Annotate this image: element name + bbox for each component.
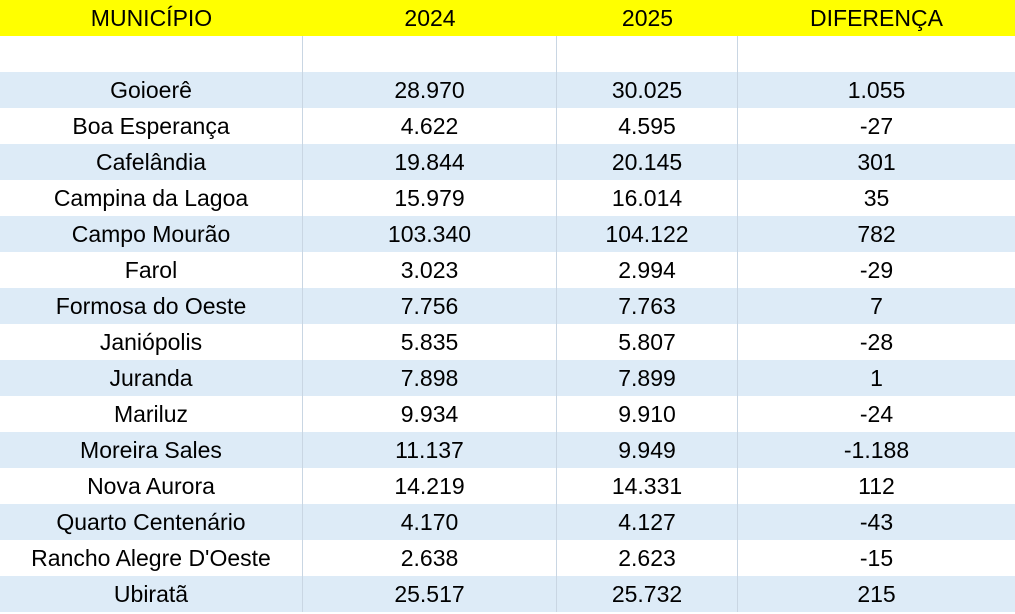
municipio-cell: Cafelândia <box>0 144 303 180</box>
value-2024-cell: 15.979 <box>303 180 557 216</box>
value-2024-cell: 103.340 <box>303 216 557 252</box>
value-2025-cell: 7.763 <box>557 288 738 324</box>
difference-cell: 1 <box>738 360 1015 396</box>
header-diferenca: DIFERENÇA <box>738 0 1015 36</box>
value-2025-cell: 2.623 <box>557 540 738 576</box>
difference-cell: -27 <box>738 108 1015 144</box>
difference-cell: 35 <box>738 180 1015 216</box>
blank-cell <box>0 36 303 72</box>
municipio-cell: Ubiratã <box>0 576 303 612</box>
value-2024-cell: 5.835 <box>303 324 557 360</box>
municipio-cell: Formosa do Oeste <box>0 288 303 324</box>
value-2024-cell: 4.622 <box>303 108 557 144</box>
municipio-cell: Quarto Centenário <box>0 504 303 540</box>
municipio-cell: Juranda <box>0 360 303 396</box>
value-2025-cell: 14.331 <box>557 468 738 504</box>
blank-cell <box>557 36 738 72</box>
value-2025-cell: 9.910 <box>557 396 738 432</box>
municipio-cell: Moreira Sales <box>0 432 303 468</box>
header-2025: 2025 <box>557 0 738 36</box>
value-2024-cell: 2.638 <box>303 540 557 576</box>
municipio-cell: Janiópolis <box>0 324 303 360</box>
value-2025-cell: 5.807 <box>557 324 738 360</box>
value-2024-cell: 3.023 <box>303 252 557 288</box>
municipio-cell: Campina da Lagoa <box>0 180 303 216</box>
value-2025-cell: 25.732 <box>557 576 738 612</box>
municipio-cell: Goioerê <box>0 72 303 108</box>
header-municipio: MUNICÍPIO <box>0 0 303 36</box>
difference-cell: -1.188 <box>738 432 1015 468</box>
difference-cell: -43 <box>738 504 1015 540</box>
value-2025-cell: 4.595 <box>557 108 738 144</box>
municipio-cell: Campo Mourão <box>0 216 303 252</box>
value-2025-cell: 2.994 <box>557 252 738 288</box>
header-2024: 2024 <box>303 0 557 36</box>
municipio-cell: Nova Aurora <box>0 468 303 504</box>
difference-cell: -28 <box>738 324 1015 360</box>
difference-cell: 782 <box>738 216 1015 252</box>
value-2024-cell: 4.170 <box>303 504 557 540</box>
difference-cell: 215 <box>738 576 1015 612</box>
value-2024-cell: 28.970 <box>303 72 557 108</box>
difference-cell: 1.055 <box>738 72 1015 108</box>
difference-cell: -24 <box>738 396 1015 432</box>
blank-cell <box>738 36 1015 72</box>
difference-cell: 301 <box>738 144 1015 180</box>
value-2025-cell: 4.127 <box>557 504 738 540</box>
municipio-cell: Farol <box>0 252 303 288</box>
value-2024-cell: 7.898 <box>303 360 557 396</box>
value-2025-cell: 7.899 <box>557 360 738 396</box>
value-2025-cell: 9.949 <box>557 432 738 468</box>
value-2024-cell: 25.517 <box>303 576 557 612</box>
municipio-cell: Boa Esperança <box>0 108 303 144</box>
municipio-cell: Rancho Alegre D'Oeste <box>0 540 303 576</box>
blank-cell <box>303 36 557 72</box>
value-2024-cell: 19.844 <box>303 144 557 180</box>
value-2024-cell: 14.219 <box>303 468 557 504</box>
value-2024-cell: 11.137 <box>303 432 557 468</box>
value-2024-cell: 7.756 <box>303 288 557 324</box>
difference-cell: 7 <box>738 288 1015 324</box>
difference-cell: 112 <box>738 468 1015 504</box>
difference-cell: -15 <box>738 540 1015 576</box>
value-2024-cell: 9.934 <box>303 396 557 432</box>
value-2025-cell: 30.025 <box>557 72 738 108</box>
value-2025-cell: 20.145 <box>557 144 738 180</box>
value-2025-cell: 16.014 <box>557 180 738 216</box>
difference-cell: -29 <box>738 252 1015 288</box>
value-2025-cell: 104.122 <box>557 216 738 252</box>
municipio-cell: Mariluz <box>0 396 303 432</box>
